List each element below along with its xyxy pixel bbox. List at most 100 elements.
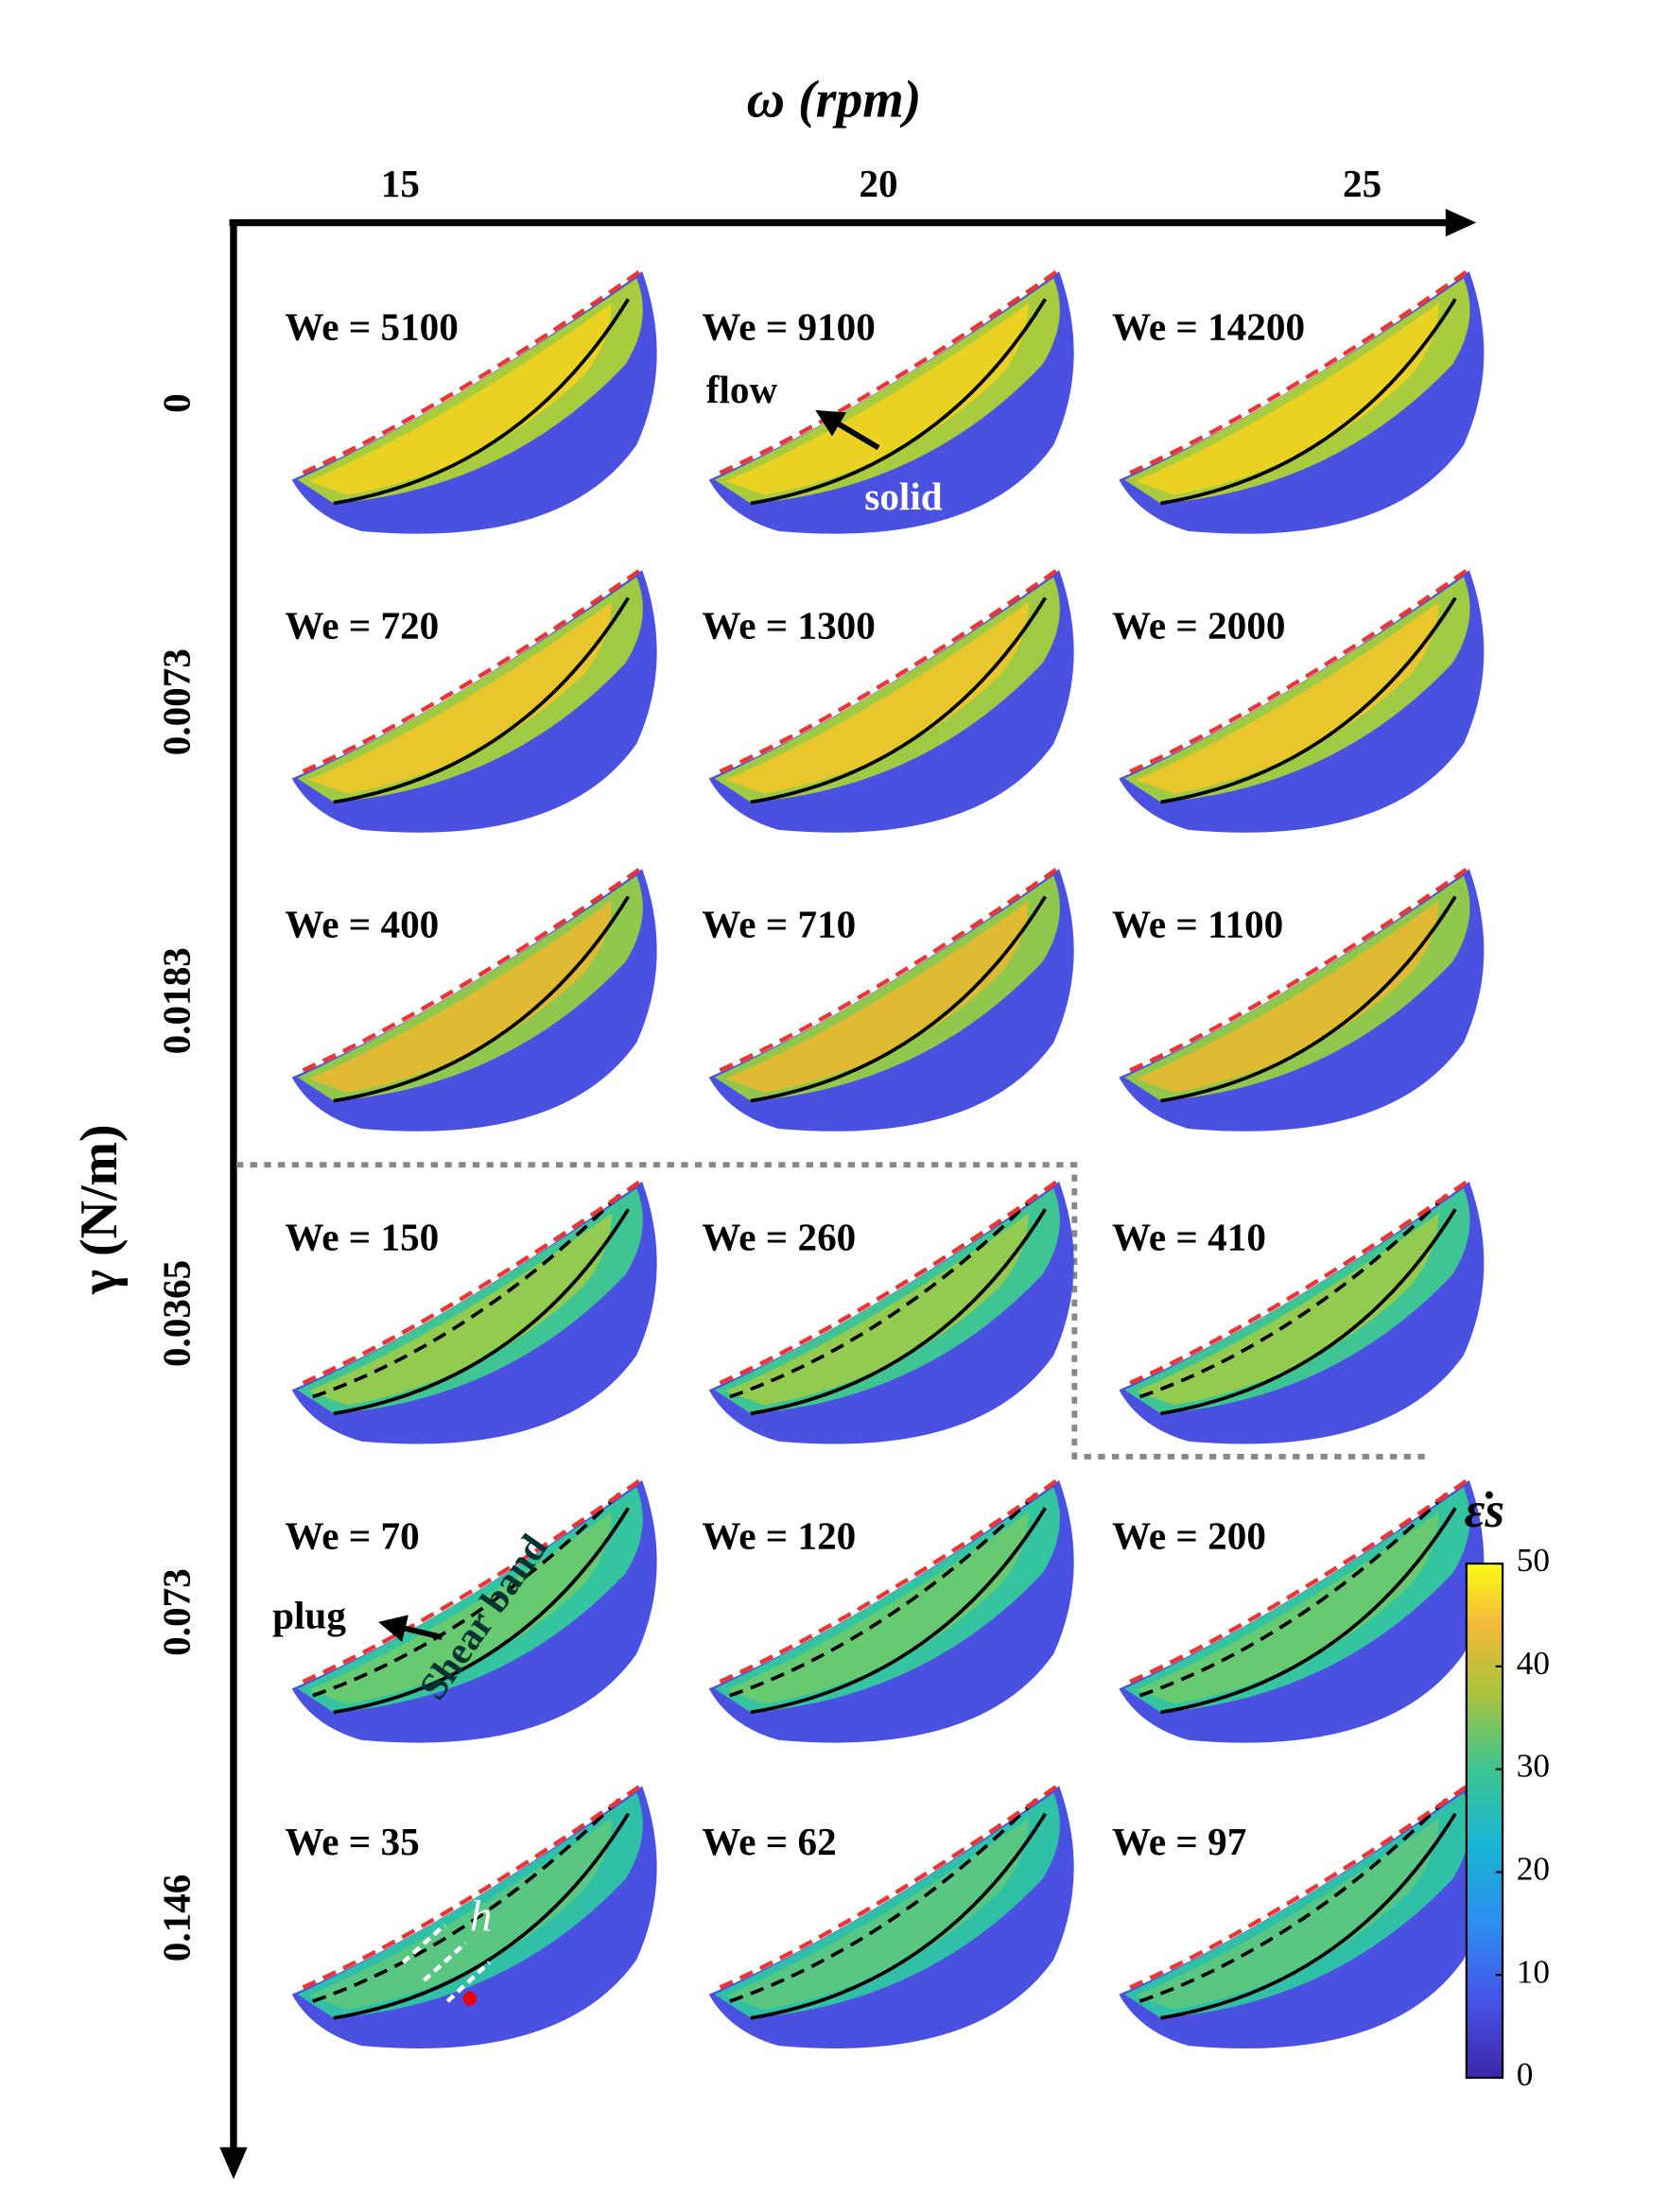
interface-line xyxy=(750,1507,1048,1715)
colorbar: 0 10 20 30 40 50 ε̇s xyxy=(1465,1483,1550,2093)
interface-line xyxy=(750,895,1048,1103)
colorbar-tick-label: 10 xyxy=(1517,1953,1550,1990)
panel: We = 150 xyxy=(285,1178,657,1444)
panel: We = 260 xyxy=(702,1178,1074,1444)
flow-core xyxy=(725,900,1029,1093)
flow-core xyxy=(308,1512,612,1704)
probe-point xyxy=(462,1991,478,2006)
solid-label: solid xyxy=(864,475,942,518)
we-label: We = 1100 xyxy=(1112,903,1283,946)
we-label: We = 720 xyxy=(285,604,439,648)
flow-core xyxy=(1135,1818,1439,2010)
panel: We = 70 xyxy=(285,1477,657,1743)
panel: We = 1100 xyxy=(1112,865,1485,1132)
flow-core xyxy=(308,302,612,495)
we-label: We = 260 xyxy=(702,1215,856,1258)
we-label: We = 2000 xyxy=(1112,604,1286,648)
we-label: We = 5100 xyxy=(285,305,458,349)
we-label: We = 400 xyxy=(285,903,439,946)
interface-line xyxy=(333,596,631,804)
we-label: We = 410 xyxy=(1112,1215,1266,1258)
y-tick-label: 0.0365 xyxy=(155,1260,199,1367)
colorbar-scale xyxy=(1465,1562,1504,2080)
flow-core xyxy=(1135,900,1439,1093)
panel: We = 2000 xyxy=(1112,566,1485,833)
flow-core xyxy=(1135,601,1439,794)
panel: We = 720 xyxy=(285,566,657,833)
colorbar-tick-label: 20 xyxy=(1517,1851,1550,1888)
y-tick-label: 0 xyxy=(155,393,199,413)
plug-line xyxy=(1138,1798,1448,2003)
panel: We = 97 xyxy=(1112,1782,1485,2048)
interface-line xyxy=(333,1507,631,1715)
flow-core xyxy=(308,1818,612,2010)
interface-line xyxy=(750,1208,1048,1416)
panel: We = 1300 xyxy=(702,566,1074,833)
interface-line xyxy=(1160,596,1457,804)
y-tick-label: 0.0183 xyxy=(155,947,199,1054)
interface-line xyxy=(333,1208,631,1416)
plug-line xyxy=(312,1493,620,1698)
interface-line xyxy=(750,1812,1048,2020)
x-tick-label: 25 xyxy=(1343,162,1381,205)
plug-arrow xyxy=(377,1615,443,1643)
plug-line xyxy=(312,1194,620,1399)
panel: We = 120 xyxy=(702,1477,1074,1743)
plug-line xyxy=(1138,1493,1448,1698)
we-label: We = 120 xyxy=(702,1514,856,1558)
plug-line xyxy=(729,1493,1037,1698)
we-label: We = 97 xyxy=(1112,1820,1246,1863)
plug-label: plug xyxy=(272,1593,346,1636)
panel: We = 410 xyxy=(1112,1178,1485,1444)
interface-line xyxy=(1160,1208,1457,1416)
y-tick-label: 0.146 xyxy=(155,1875,199,1962)
plug-line xyxy=(729,1194,1037,1399)
we-label: We = 14200 xyxy=(1112,305,1305,349)
interface-line xyxy=(333,298,631,506)
flow-core xyxy=(725,302,1029,495)
flow-core xyxy=(725,1512,1029,1704)
plug-line xyxy=(1138,1194,1448,1399)
flow-label: flow xyxy=(706,368,778,411)
panels: We = 5100 We = 9100 We = 14200 We = 720 We =… xyxy=(285,268,1485,2048)
panel: We = 62 xyxy=(702,1782,1074,2048)
interface-line xyxy=(750,596,1048,804)
panel: We = 710 xyxy=(702,865,1074,1132)
interface-line xyxy=(1160,298,1457,506)
panel: We = 200 xyxy=(1112,1477,1485,1743)
panel: We = 5100 xyxy=(285,268,657,534)
interface-line xyxy=(333,1812,631,2020)
interface-line xyxy=(750,298,1048,506)
y-tick-label: 0.073 xyxy=(155,1568,199,1656)
we-label: We = 62 xyxy=(702,1820,836,1863)
we-label: We = 200 xyxy=(1112,1514,1266,1558)
we-label: We = 1300 xyxy=(702,604,876,648)
panel: We = 14200 xyxy=(1112,268,1485,534)
flow-core xyxy=(308,1213,612,1406)
panel: We = 35 xyxy=(285,1782,657,2048)
x-axis-label: ω (rpm) xyxy=(747,70,922,129)
we-label: We = 150 xyxy=(285,1215,439,1258)
flow-core xyxy=(725,601,1029,794)
flow-core xyxy=(1135,302,1439,495)
y-tick-label: 0.0073 xyxy=(155,648,199,755)
flow-core xyxy=(1135,1512,1439,1704)
flow-arrow xyxy=(815,409,880,451)
interface-line xyxy=(1160,895,1457,1103)
h-label: h xyxy=(470,1892,493,1942)
plug-line xyxy=(729,1798,1037,2003)
regime-boundary xyxy=(235,1162,1433,1460)
colorbar-tick-label: 40 xyxy=(1517,1645,1550,1682)
flow-core xyxy=(1135,1213,1439,1406)
colorbar-tick-label: 50 xyxy=(1517,1542,1550,1579)
h-markers xyxy=(401,1923,491,2003)
panel: We = 400 xyxy=(285,865,657,1132)
we-label: We = 710 xyxy=(702,903,856,946)
x-tick-label: 15 xyxy=(381,162,420,205)
colorbar-tick-label: 0 xyxy=(1517,2056,1534,2093)
we-label: We = 35 xyxy=(285,1820,419,1863)
plug-line xyxy=(312,1798,620,2003)
y-arrowhead xyxy=(219,2147,248,2180)
flow-core xyxy=(308,900,612,1093)
